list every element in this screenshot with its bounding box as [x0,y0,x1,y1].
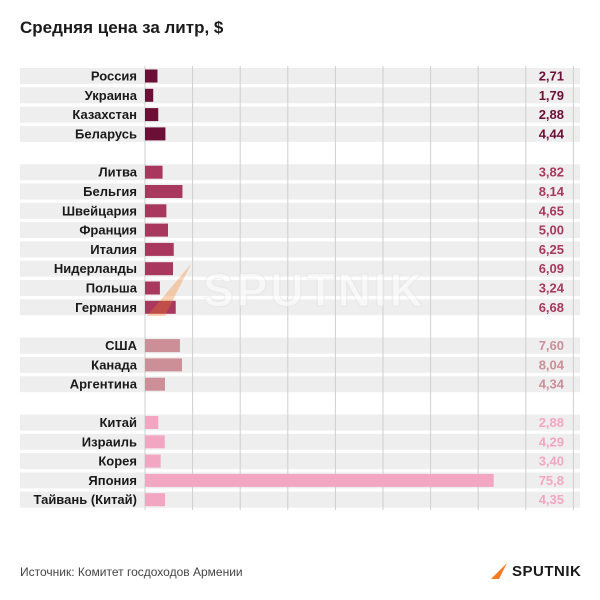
value-label: 6,09 [539,261,564,276]
bar-9 [145,262,174,276]
category-label: Италия [90,242,137,257]
value-label: 4,44 [539,126,565,141]
bar-2 [145,108,159,122]
logo-text: SPUTNIK [512,562,582,580]
value-label: 75,8 [539,473,564,488]
category-label: Япония [88,473,137,488]
value-label: 8,04 [539,357,565,372]
category-label: Китай [99,415,137,430]
bar-11 [145,300,176,314]
bar-4 [145,165,163,179]
row-band [20,106,580,123]
bar-13 [145,358,182,372]
grid-lines [144,66,574,510]
row-band [20,68,580,84]
category-label: Беларусь [75,126,137,141]
value-label: 5,00 [539,223,564,238]
source-note: Источник: Комитет госдоходов Армении [20,565,243,579]
bar-5 [145,185,183,198]
value-label: 4,35 [539,492,564,507]
bar-8 [145,242,174,256]
category-label: Израиль [82,434,137,449]
row-band [20,87,580,104]
category-label: Нидерланды [54,261,137,276]
bar-7 [145,223,168,237]
value-label: 7,60 [539,338,564,353]
category-label: Тайвань (Китай) [33,492,137,507]
value-label: 6,68 [539,300,564,315]
category-label: Канада [91,357,138,372]
bar-12 [145,339,180,353]
bar-17 [145,454,161,468]
bar-6 [145,204,167,218]
category-label: Казахстан [72,107,137,122]
value-label: 3,24 [539,281,565,296]
value-label: 6,25 [539,242,564,257]
value-label: 4,34 [539,377,565,392]
category-label: Литва [98,165,137,180]
value-label: 2,71 [539,69,564,84]
bar-18 [145,473,494,487]
bar-1 [145,88,154,102]
bar-19 [145,493,166,507]
category-label: Германия [75,300,137,315]
value-label: 1,79 [539,88,564,103]
bar-10 [145,281,160,295]
sputnik-logo: SPUTNIK [490,562,581,580]
chart-title: Средняя цена за литр, $ [20,18,224,37]
category-label: Аргентина [70,377,138,392]
value-label: 2,88 [539,415,564,430]
value-label: 3,40 [539,454,564,469]
bar-15 [145,416,159,429]
bar-3 [145,127,166,141]
value-label: 4,65 [539,203,564,218]
category-label: США [105,338,137,353]
value-label: 4,29 [539,434,564,449]
labels: Россия 2,71 Украина 1,79 Казахстан 2,88 Белару… [33,69,564,508]
category-label: Россия [91,69,137,84]
bar-16 [145,435,165,449]
row-band [20,280,580,296]
row-band [20,414,580,431]
category-label: Франция [79,223,137,238]
value-label: 3,82 [539,165,564,180]
category-label: Украина [85,88,138,103]
value-label: 2,88 [539,107,564,122]
bar-0 [145,69,158,83]
row-band [20,337,580,354]
category-label: Корея [98,454,137,469]
value-label: 8,14 [539,184,565,199]
category-label: Швейцария [62,203,137,218]
category-label: Бельгия [83,184,137,199]
category-label: Польша [86,281,138,296]
bars [145,69,494,507]
sputnik-arrow-icon [491,563,507,579]
bar-14 [145,377,165,391]
